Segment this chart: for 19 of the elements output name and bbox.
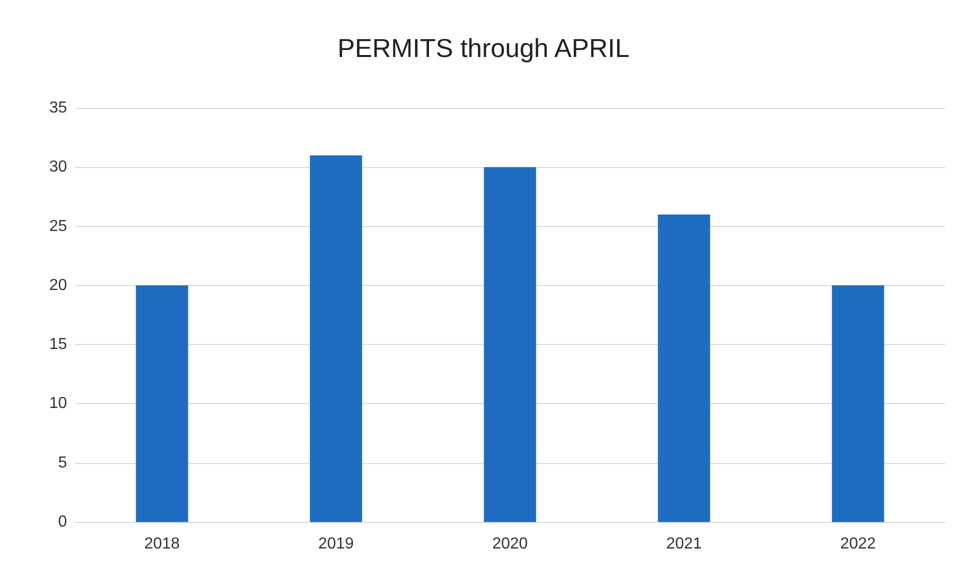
bar xyxy=(832,285,884,522)
bar xyxy=(136,285,188,522)
bar xyxy=(484,167,536,522)
y-tick-label: 35 xyxy=(49,100,68,116)
bar xyxy=(658,214,710,522)
x-tick-label: 2018 xyxy=(144,536,180,552)
y-tick-label: 10 xyxy=(49,395,68,412)
x-tick-label: 2019 xyxy=(318,536,354,552)
x-tick-label: 2020 xyxy=(492,536,528,552)
chart-title: PERMITS through APRIL xyxy=(338,33,630,63)
x-tick-label: 2021 xyxy=(666,536,702,552)
y-tick-label: 0 xyxy=(58,514,68,530)
y-tick-label: 20 xyxy=(49,276,68,294)
bar xyxy=(310,155,362,522)
y-tick-label: 15 xyxy=(49,336,68,354)
y-tick-label: 5 xyxy=(58,454,68,472)
y-tick-label: 25 xyxy=(49,218,68,235)
x-tick-label: 2022 xyxy=(840,536,876,552)
y-tick-label: 30 xyxy=(49,158,68,176)
